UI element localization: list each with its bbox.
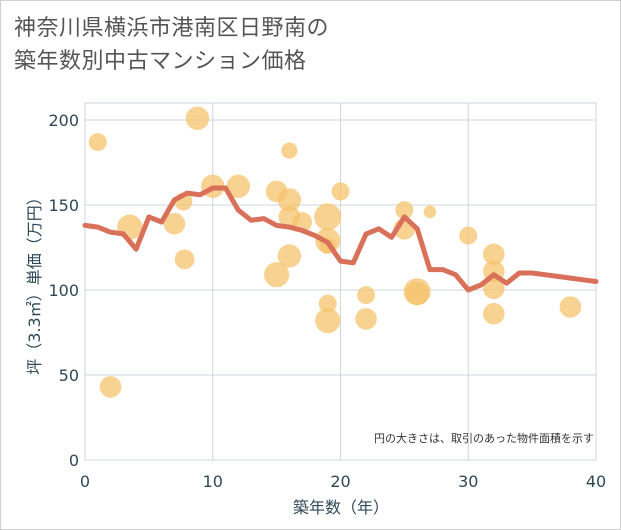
trend-line [82,185,599,293]
bubble-point [277,244,302,268]
x-axis-label: 築年数（年） [293,498,389,517]
bubble-point [88,133,107,152]
y-tick-label: 150 [48,196,79,215]
y-axis-label: 坪（3.3㎡）単価（万円） [25,189,44,374]
bubble-point [483,303,505,325]
trend-series [82,185,599,293]
bubble-point [559,296,582,318]
bubble-point [264,262,290,288]
y-tick-labels: 0 50 100 150 200 [48,111,79,470]
y-tick-label: 0 [69,451,79,470]
bubble-point [357,286,376,305]
title-line-1: 神奈川県横浜市港南区日野南の [14,16,330,41]
bubble-point [331,182,350,201]
x-tick-label: 20 [330,472,350,491]
bubble-point [395,201,414,220]
bubble-point [314,203,342,231]
x-tick-label: 0 [80,472,90,491]
y-tick-label: 200 [48,111,79,130]
x-tick-label: 40 [586,472,606,491]
bubble-size-note: 円の大きさは、取引のあった物件面積を示す [374,431,594,445]
bubble-point [483,243,505,266]
bubble-series [88,106,582,398]
y-tick-label: 100 [48,281,79,300]
chart-title: 神奈川県横浜市港南区日野南の 築年数別中古マンション価格 [14,12,329,78]
bubble-point [277,188,302,212]
bubble-point [318,294,337,313]
bubble-point [423,205,437,219]
bubble-point [226,174,250,198]
y-tick-label: 50 [59,366,79,385]
bubble-point [315,308,341,334]
bubble-point [355,308,377,330]
bubble-point [405,281,429,306]
x-tick-label: 10 [203,472,223,491]
bubble-point [459,226,478,245]
bubble-point [185,106,210,130]
bubble-point [99,376,122,398]
title-line-2: 築年数別中古マンション価格 [14,49,307,74]
bubble-point [281,142,298,159]
bubble-point [174,249,195,270]
bubble-point [163,212,186,235]
x-tick-labels: 0 10 20 30 40 [80,472,606,491]
x-tick-label: 30 [458,472,478,491]
bubble-point [483,277,505,300]
